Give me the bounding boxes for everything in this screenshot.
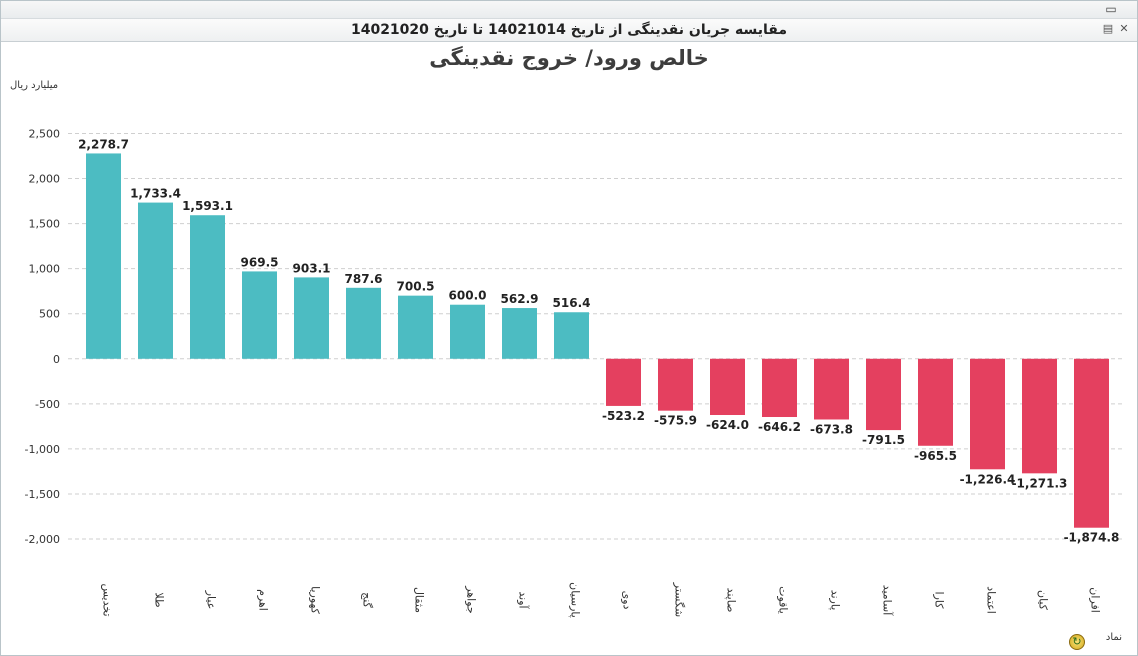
x-tick-label: طلا: [153, 592, 166, 608]
x-tick-label: اهرم: [257, 589, 270, 611]
bar: [138, 202, 173, 359]
data-label: 700.5: [397, 280, 435, 294]
bar: [918, 358, 953, 446]
x-tick-label: کارا: [933, 592, 946, 610]
data-label: 1,733.4: [130, 187, 181, 201]
y-tick-label: -2,000: [25, 533, 60, 546]
x-tick-label: اعتماد: [985, 586, 998, 614]
data-label: -624.0: [706, 418, 749, 432]
data-label: 787.6: [345, 272, 383, 286]
y-tick-label: 500: [39, 308, 60, 321]
close-icon[interactable]: ✕: [1119, 22, 1129, 35]
data-label: -1,226.4: [960, 472, 1016, 486]
x-tick-label: گنج: [361, 592, 374, 608]
bar: [606, 358, 641, 406]
bar: [398, 295, 433, 359]
bar: [814, 358, 849, 420]
x-tick-label: کیان: [1037, 590, 1050, 611]
bar: [346, 287, 381, 359]
y-tick-label: 2,500: [29, 128, 61, 141]
x-tick-label: کهوریا: [309, 586, 322, 614]
bar: [554, 312, 589, 359]
x-tick-label: آوند: [517, 591, 531, 609]
chart-title: خالص ورود/ خروج نقدینگی: [429, 46, 709, 70]
y-tick-label: -1,000: [25, 443, 60, 456]
data-label: -1,271.3: [1012, 476, 1068, 490]
refresh-icon[interactable]: ↻: [1069, 634, 1085, 650]
x-tick-label: پارند: [829, 590, 842, 611]
panel-top-strip: ▭: [1, 1, 1137, 19]
data-label: -523.2: [602, 409, 645, 423]
bar: [86, 153, 121, 359]
x-tick-label: تخدیس: [101, 583, 114, 616]
y-tick-label: 2,000: [29, 173, 61, 186]
data-label: -965.5: [914, 449, 957, 463]
data-label: 969.5: [241, 255, 279, 269]
x-tick-label: جواهر: [465, 585, 478, 613]
x-tick-label: آسامید: [881, 585, 895, 617]
bar: [502, 308, 537, 359]
y-tick-label: -500: [35, 398, 60, 411]
save-icon[interactable]: ▤: [1102, 22, 1114, 35]
data-label: -575.9: [654, 414, 697, 428]
bar: [970, 358, 1005, 470]
bar: [1074, 358, 1109, 528]
y-tick-label: 1,500: [29, 218, 61, 231]
bar: [190, 215, 225, 359]
x-tick-label: پارسیان: [569, 582, 582, 618]
x-tick-label: شگستر: [673, 582, 686, 618]
data-label: -791.5: [862, 433, 905, 447]
data-label: 562.9: [501, 292, 539, 306]
bar: [658, 358, 693, 411]
data-label: 1,593.1: [182, 199, 233, 213]
x-tick-label: یاقوت: [777, 586, 790, 614]
panel-titlebar: ▤ ✕ مقایسه جریان نقدینگی از تاریخ 140210…: [1, 19, 1137, 42]
y-tick-label: 0: [53, 353, 60, 366]
x-tick-label: عیار: [205, 590, 218, 610]
y-tick-label: 1,000: [29, 263, 61, 276]
bar: [242, 271, 277, 359]
data-label: -1,874.8: [1064, 531, 1120, 545]
data-label: 903.1: [293, 261, 331, 275]
x-tick-label: افران: [1089, 587, 1102, 613]
bar: [1022, 358, 1057, 474]
x-axis-title: نماد: [1105, 632, 1122, 643]
bar: [450, 304, 485, 359]
bar: [294, 277, 329, 359]
y-axis-unit-label: میلیارد ریال: [10, 80, 59, 91]
y-tick-label: -1,500: [25, 488, 60, 501]
data-label: 600.0: [449, 289, 487, 303]
panel-title: مقایسه جریان نقدینگی از تاریخ 14021014 ت…: [350, 22, 788, 38]
bar: [866, 358, 901, 431]
data-label: 516.4: [553, 296, 591, 310]
data-label: -646.2: [758, 420, 801, 434]
x-tick-label: مثقال: [413, 587, 426, 613]
maximize-icon[interactable]: ▭: [1105, 2, 1117, 16]
x-tick-label: صاپند: [725, 588, 738, 613]
data-label: -673.8: [810, 422, 853, 436]
data-label: 2,278.7: [78, 137, 129, 151]
bar: [710, 358, 745, 416]
x-tick-label: دوی: [621, 591, 634, 610]
bar: [762, 358, 797, 418]
